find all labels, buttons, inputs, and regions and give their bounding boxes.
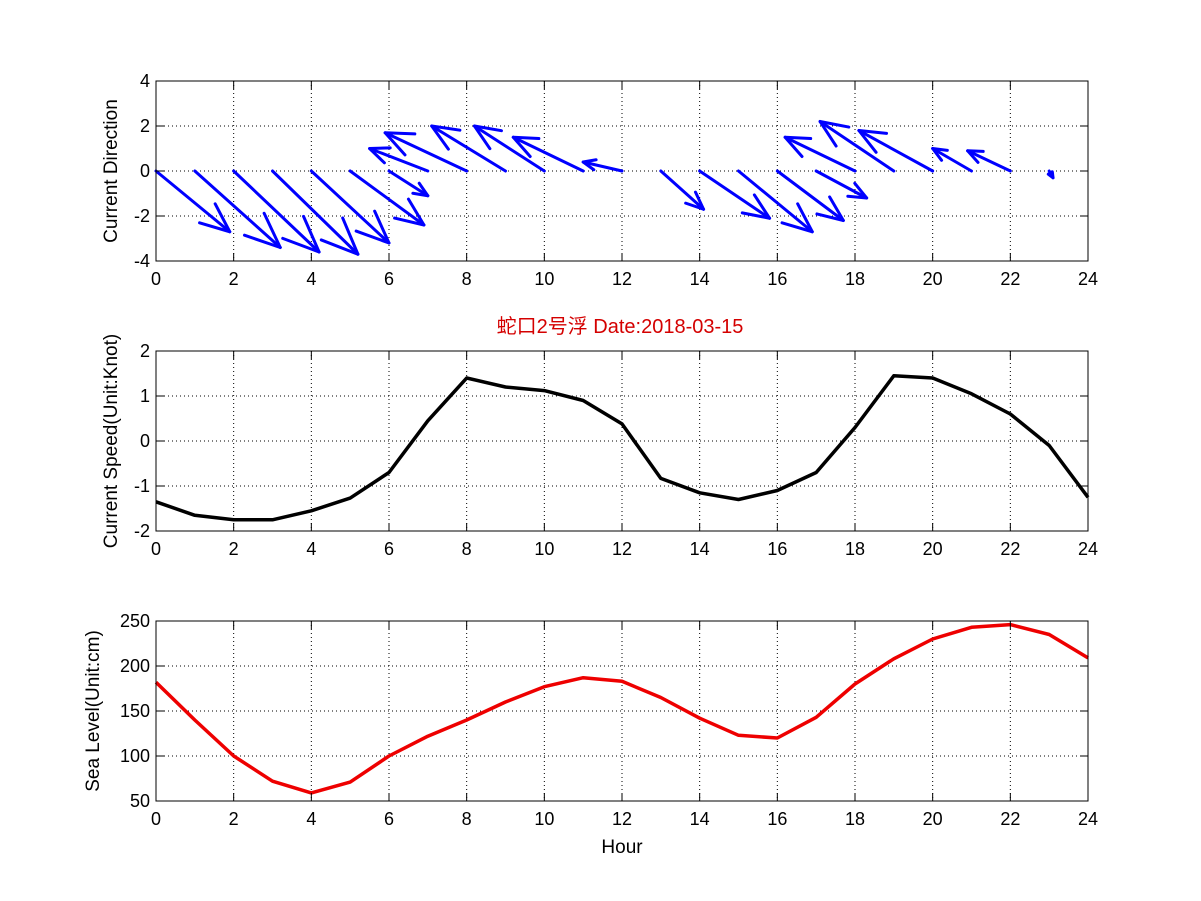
x-tick-label: 16 [767, 809, 787, 829]
quiver-arrow [659, 169, 706, 211]
x-tick-label: 8 [462, 269, 472, 289]
quiver-arrow [857, 129, 935, 173]
quiver-arrow [783, 135, 857, 173]
x-tick-label: 24 [1078, 269, 1098, 289]
x-tick-label: 18 [845, 809, 865, 829]
x-tick-label: 20 [923, 269, 943, 289]
x-tick-label: 16 [767, 539, 787, 559]
quiver-arrow [154, 169, 232, 234]
x-tick-label: 10 [534, 539, 554, 559]
y-tick-label: -2 [134, 206, 150, 226]
x-tick-label: 24 [1078, 539, 1098, 559]
y-tick-label: 250 [120, 611, 150, 631]
quiver-arrow [232, 169, 321, 254]
x-tick-label: 8 [462, 809, 472, 829]
x-tick-label: 12 [612, 809, 632, 829]
x-tick-label: 12 [612, 269, 632, 289]
quiver-arrow [814, 169, 869, 200]
quiver-arrow [472, 124, 546, 173]
x-tick-label: 18 [845, 539, 865, 559]
x-tick-label: 14 [690, 809, 710, 829]
y-tick-label: 4 [140, 71, 150, 91]
y-tick-label: 2 [140, 116, 150, 136]
quiver-arrow [387, 169, 430, 198]
quiver-arrow [511, 135, 585, 173]
x-tick-label: 2 [229, 539, 239, 559]
x-tick-label: 4 [306, 269, 316, 289]
quiver-arrow [430, 124, 507, 173]
x-tick-label: 4 [306, 809, 316, 829]
x-tick-label: 6 [384, 269, 394, 289]
y-axis-label: Sea Level(Unit:cm) [83, 630, 104, 792]
y-tick-label: 50 [130, 791, 150, 811]
y-tick-label: 0 [140, 161, 150, 181]
x-tick-label: 0 [151, 539, 161, 559]
x-tick-label: 20 [923, 809, 943, 829]
x-tick-label: 0 [151, 809, 161, 829]
y-tick-label: -4 [134, 251, 150, 271]
y-axis-label: Current Speed(Unit:Knot) [101, 334, 122, 548]
x-tick-label: 24 [1078, 809, 1098, 829]
x-tick-label: 12 [612, 539, 632, 559]
quiver-arrow [818, 120, 896, 173]
series-line [155, 374, 1090, 522]
x-axis-label: Hour [601, 837, 643, 858]
x-tick-label: 8 [462, 539, 472, 559]
y-tick-label: 150 [120, 701, 150, 721]
quiver-arrow [271, 169, 360, 256]
quiver-arrow [1046, 169, 1055, 180]
series-line [154, 622, 1089, 795]
x-tick-label: 20 [923, 539, 943, 559]
x-tick-label: 22 [1000, 539, 1020, 559]
y-tick-label: -2 [134, 521, 150, 541]
y-tick-label: -1 [134, 476, 150, 496]
x-tick-label: 22 [1000, 269, 1020, 289]
y-tick-label: 1 [140, 386, 150, 406]
quiver-arrow [581, 158, 624, 173]
quiver-arrow [383, 131, 469, 173]
y-tick-label: 0 [140, 431, 150, 451]
quiver-arrow [698, 169, 772, 220]
quiver-arrow [309, 169, 391, 245]
quiver-arrow [775, 169, 845, 222]
x-tick-label: 6 [384, 809, 394, 829]
y-tick-label: 200 [120, 656, 150, 676]
x-tick-label: 10 [534, 269, 554, 289]
y-axis-label: Current Direction [101, 99, 122, 243]
x-tick-label: 22 [1000, 809, 1020, 829]
y-tick-label: 100 [120, 746, 150, 766]
x-tick-label: 0 [151, 269, 161, 289]
quiver-arrow [966, 149, 1012, 173]
quiver-arrow [737, 169, 814, 234]
x-tick-label: 18 [845, 269, 865, 289]
x-tick-label: 10 [534, 809, 554, 829]
quiver-arrow [193, 169, 282, 249]
x-tick-label: 4 [306, 539, 316, 559]
x-tick-label: 14 [690, 269, 710, 289]
figure-title: 蛇口2号浮 Date:2018-03-15 [497, 315, 744, 338]
y-tick-label: 2 [140, 341, 150, 361]
quiver-arrow [348, 169, 426, 227]
x-tick-label: 14 [690, 539, 710, 559]
quiver-arrow [931, 147, 973, 173]
x-tick-label: 16 [767, 269, 787, 289]
x-tick-label: 2 [229, 809, 239, 829]
x-tick-label: 6 [384, 539, 394, 559]
quiver-arrow [368, 146, 430, 173]
x-tick-label: 2 [229, 269, 239, 289]
